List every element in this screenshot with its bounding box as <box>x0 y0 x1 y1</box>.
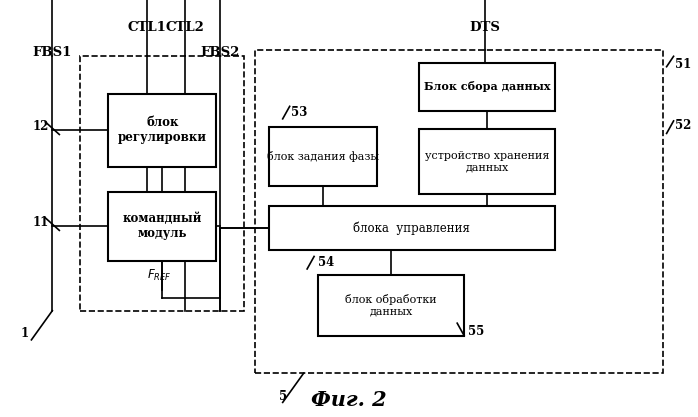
Bar <box>419 63 555 111</box>
Bar <box>108 94 216 167</box>
Text: 51: 51 <box>675 58 691 71</box>
Text: 55: 55 <box>468 325 484 338</box>
Text: 11: 11 <box>33 216 49 229</box>
Bar <box>255 50 663 373</box>
Text: DTS: DTS <box>470 20 500 34</box>
Bar <box>80 56 244 311</box>
Text: устройство хранения
данных: устройство хранения данных <box>424 151 549 172</box>
Bar <box>318 275 464 336</box>
Text: 54: 54 <box>318 256 334 269</box>
Text: блок задания фазы: блок задания фазы <box>267 151 379 162</box>
Text: FBS2: FBS2 <box>200 45 239 59</box>
Text: командный
модуль: командный модуль <box>123 212 202 240</box>
Text: блок
регулировки: блок регулировки <box>118 116 207 144</box>
Text: Фиг. 2: Фиг. 2 <box>311 390 387 410</box>
Text: 12: 12 <box>33 120 49 133</box>
Text: CTL1: CTL1 <box>127 20 166 34</box>
Bar <box>269 127 377 186</box>
Bar <box>108 192 216 261</box>
Text: CTL2: CTL2 <box>165 20 205 34</box>
Text: 52: 52 <box>675 118 691 132</box>
Text: блок обработки
данных: блок обработки данных <box>345 294 437 317</box>
Text: блока  управления: блока управления <box>353 221 470 235</box>
Text: $F_{REF}$: $F_{REF}$ <box>147 268 171 283</box>
Text: 1: 1 <box>20 327 29 340</box>
Bar <box>269 206 555 250</box>
Text: FBS1: FBS1 <box>33 45 72 59</box>
Bar <box>419 129 555 194</box>
Text: Блок сбора данных: Блок сбора данных <box>424 81 550 92</box>
Text: 5: 5 <box>279 389 287 403</box>
Text: 53: 53 <box>291 106 307 119</box>
